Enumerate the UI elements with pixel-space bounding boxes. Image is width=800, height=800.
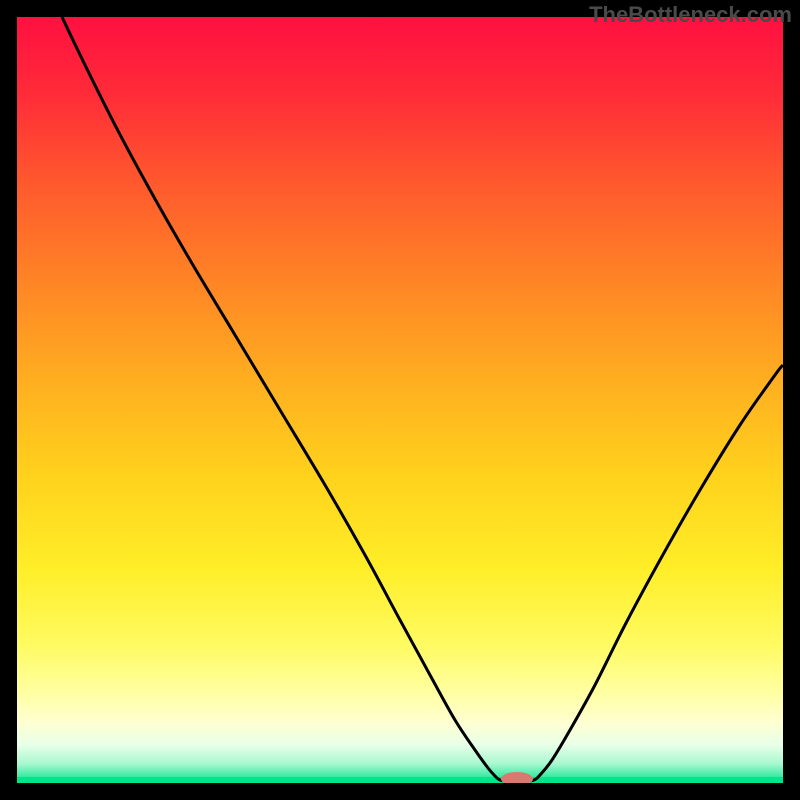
watermark-text: TheBottleneck.com bbox=[589, 2, 792, 27]
bottleneck-chart: TheBottleneck.com bbox=[0, 0, 800, 800]
watermark: TheBottleneck.com bbox=[589, 2, 792, 28]
chart-background bbox=[17, 17, 783, 783]
chart-svg bbox=[0, 0, 800, 800]
